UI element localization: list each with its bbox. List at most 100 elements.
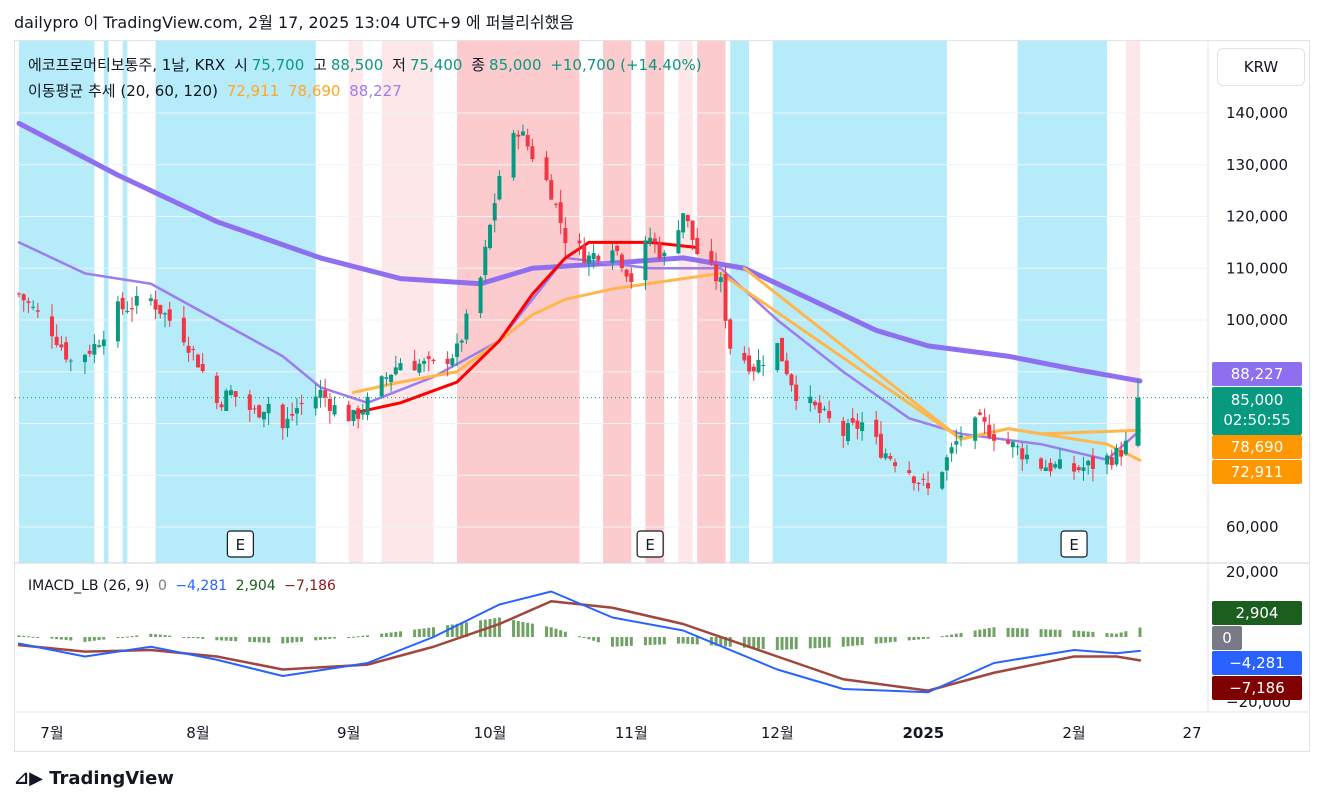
earnings-marker-label: E	[236, 536, 245, 554]
candle-body	[1076, 467, 1081, 471]
macd-hist-bar	[26, 636, 30, 638]
macd-hist-bar	[846, 637, 850, 647]
macd-hist-bar	[926, 637, 930, 639]
candle-body	[643, 240, 648, 281]
macd-hist-bar	[427, 627, 431, 637]
candle-body	[431, 359, 436, 362]
candle-body	[97, 345, 102, 347]
candle-body	[520, 131, 525, 136]
macd-hist-bar	[1086, 631, 1090, 637]
macd-hist-bar	[695, 637, 699, 645]
macd-hist-bar	[1105, 633, 1109, 637]
candle-body	[181, 317, 186, 343]
macd-hist-bar	[851, 637, 855, 646]
currency-button[interactable]: KRW	[1217, 48, 1305, 86]
time-tick-label: 2월	[1062, 724, 1085, 742]
macd-hist-bar	[587, 637, 591, 640]
candle-body	[511, 133, 516, 178]
zone-red	[697, 41, 726, 563]
candle-body	[657, 242, 662, 259]
candle-body	[544, 157, 549, 181]
macd-hist-bar	[780, 637, 784, 650]
candle-body	[455, 343, 460, 357]
macd-label[interactable]: IMACD_LB (26, 9)	[28, 578, 150, 594]
macd-hist-bar	[563, 631, 567, 637]
candle-body	[973, 417, 978, 441]
candle-body	[158, 304, 163, 314]
macd-hist-bar	[1011, 628, 1015, 637]
macd-hist-bar	[1114, 633, 1118, 637]
candle-body	[742, 352, 747, 361]
macd-hist-badge: 2,904	[1212, 601, 1302, 625]
macd-hist-bar	[1044, 629, 1048, 637]
candle-body	[318, 389, 323, 398]
candle-body	[31, 306, 36, 308]
candle-body	[629, 273, 634, 282]
candle-body	[327, 398, 332, 411]
macd-hist-value: 2,904	[235, 578, 276, 594]
candle-body	[911, 476, 916, 484]
macd-hist-bar	[1081, 631, 1085, 637]
candle-body	[54, 336, 59, 345]
candle-body	[817, 402, 822, 414]
macd-hist-bar	[102, 637, 106, 640]
macd-hist-bar	[314, 637, 318, 641]
macd-hist-bar	[182, 637, 186, 638]
candle-body	[445, 358, 450, 364]
macd-hist-bar	[808, 637, 812, 649]
macd-hist-bar	[794, 637, 798, 650]
candle-body	[214, 375, 219, 403]
candle-body	[153, 299, 158, 310]
candle-body	[977, 412, 982, 415]
macd-hist-bar	[945, 635, 949, 637]
candle-body	[751, 366, 756, 372]
macd-hist-bar	[1058, 629, 1062, 637]
candle-body	[1048, 462, 1053, 472]
macd-hist-bar	[841, 637, 845, 647]
price-tick-label: 100,000	[1226, 311, 1288, 329]
candle-body	[1020, 448, 1025, 460]
zone-cyan	[103, 41, 109, 563]
macd-hist-bar	[356, 636, 360, 638]
macd-hist-bar	[229, 637, 233, 641]
candle-body	[134, 296, 139, 306]
earnings-marker-label: E	[1069, 536, 1078, 554]
zone-pink	[348, 41, 363, 563]
ma-legend: 이동평균 추세 (20, 60, 120) 72,911 78,690 88,2…	[28, 80, 406, 101]
candle-body	[916, 482, 921, 484]
macd-hist-bar	[248, 637, 252, 642]
zone-pink	[1125, 41, 1140, 563]
candle-body	[120, 297, 125, 310]
macd-hist-bar	[818, 637, 822, 648]
macd-hist-bar	[300, 637, 304, 642]
symbol-label[interactable]: 에코프로머티보통주, 1날, KRX	[28, 56, 226, 74]
candle-body	[718, 277, 723, 283]
candle-body	[841, 420, 846, 436]
candle-body	[577, 240, 582, 244]
candle-body	[808, 396, 813, 404]
candle-body-last	[1135, 397, 1141, 446]
ma-label[interactable]: 이동평균 추세 (20, 60, 120)	[28, 82, 218, 100]
candle-body	[690, 220, 695, 240]
candle-body	[417, 363, 422, 373]
candle-body	[35, 310, 40, 312]
earnings-marker-label: E	[645, 536, 654, 554]
macd-hist-bar	[785, 637, 789, 650]
tradingview-logo[interactable]: ⊿▶ TradingView	[14, 768, 174, 789]
candle-body	[949, 447, 954, 454]
macd-hist-bar	[756, 637, 760, 649]
macd-hist-bar	[874, 637, 878, 644]
zone-cyan	[1017, 41, 1108, 563]
macd-hist-bar	[318, 637, 322, 640]
candle-body	[360, 411, 365, 415]
macd-line-value: −4,281	[175, 578, 228, 594]
earnings-marker	[1060, 530, 1088, 558]
candle-body	[591, 253, 596, 260]
candle-body	[619, 254, 624, 269]
macd-hist-bar	[361, 635, 365, 637]
macd-hist-bar	[940, 636, 944, 638]
macd-hist-bar	[366, 635, 370, 637]
macd-hist-bar	[1053, 629, 1057, 637]
macd-hist-bar	[191, 637, 195, 638]
